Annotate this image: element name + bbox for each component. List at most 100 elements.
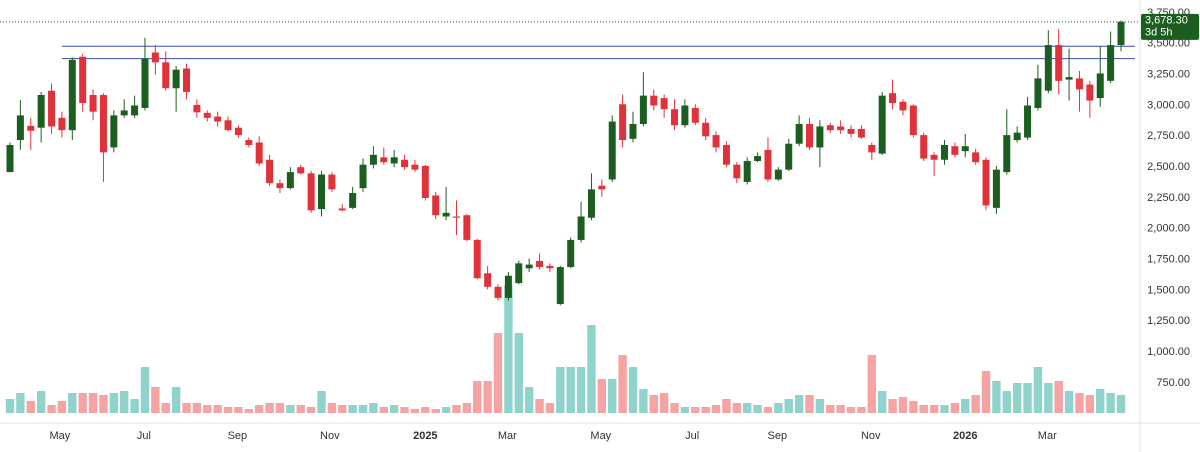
candle-body <box>857 128 865 138</box>
candle-body <box>1044 45 1052 91</box>
volume-bar <box>691 407 700 413</box>
volume-bar <box>26 401 35 413</box>
candle-body <box>6 144 14 173</box>
volume-bar <box>130 399 139 413</box>
volume-bar <box>223 407 233 413</box>
candle-body <box>1107 45 1115 81</box>
candle-body <box>567 239 575 268</box>
volume-bar <box>753 405 762 413</box>
volume-bar <box>151 387 160 413</box>
candle-body <box>608 121 616 180</box>
volume-bar <box>88 393 98 413</box>
candle-body <box>1075 78 1083 90</box>
volume-bar <box>1044 383 1053 413</box>
candle-body <box>286 172 294 189</box>
volume-bar <box>961 399 970 413</box>
candle-body <box>120 110 128 116</box>
volume-bar <box>597 379 607 413</box>
volume-bar <box>389 405 399 413</box>
volume-bar <box>192 403 202 413</box>
y-tick-label: 1,250.00 <box>1147 315 1190 327</box>
candle-body <box>338 208 346 211</box>
volume-bar <box>794 395 804 413</box>
candle-body <box>297 167 305 174</box>
candle-body <box>369 154 377 165</box>
volume-bar <box>462 403 472 413</box>
volume-bar <box>857 407 866 413</box>
candle-body <box>473 239 481 279</box>
volume-bar <box>805 395 814 413</box>
volume-bar <box>493 333 503 413</box>
volume-bar <box>483 381 492 413</box>
candle-body <box>432 195 440 216</box>
candle-body <box>556 267 564 305</box>
candle-body <box>847 128 855 134</box>
volume-bar <box>888 399 897 413</box>
volume-bar <box>566 367 575 413</box>
volume-bar <box>16 393 25 413</box>
candle-body <box>515 263 523 284</box>
y-tick-label: 1,750.00 <box>1147 254 1190 266</box>
y-tick-label: 1,000.00 <box>1147 346 1190 358</box>
candle-body <box>650 95 658 106</box>
volume-bar <box>140 367 150 413</box>
y-tick-label: 750.00 <box>1156 377 1190 389</box>
volume-bar <box>1096 389 1105 413</box>
candle-body <box>99 95 107 153</box>
candle-body <box>37 95 45 128</box>
candle-body <box>183 68 191 92</box>
candle-body <box>452 216 460 218</box>
countdown-label: 3d 5h <box>1145 27 1173 39</box>
candle-body <box>1003 135 1011 173</box>
volume-bar <box>369 403 378 413</box>
volume-bar <box>587 325 596 413</box>
candle-body <box>131 105 139 116</box>
candle-body <box>442 212 450 217</box>
x-tick-label: Jul <box>685 430 699 442</box>
candle-body <box>266 159 274 184</box>
candle-body <box>411 164 419 170</box>
volume-bar <box>234 407 243 413</box>
candle-body <box>1055 45 1063 81</box>
candle-body <box>234 127 242 136</box>
candle-body <box>868 144 876 153</box>
volume-bar <box>940 405 949 413</box>
candle-body <box>826 125 834 131</box>
candle-body <box>972 152 980 163</box>
volume-bar <box>618 355 627 413</box>
volume-bar <box>992 381 1001 413</box>
candle-body <box>722 144 730 165</box>
volume-bar <box>1033 367 1043 413</box>
volume-bar <box>317 391 326 413</box>
volume-bar <box>711 405 721 413</box>
candle-body <box>754 156 762 161</box>
candle-body <box>764 149 772 180</box>
candle-body <box>681 105 689 126</box>
candle-body <box>546 265 554 269</box>
volume-bar <box>504 285 513 413</box>
candle-body <box>712 135 720 148</box>
volume-bar <box>576 367 586 413</box>
volume-bar <box>1075 393 1084 413</box>
y-tick-label: 3,500.00 <box>1147 38 1190 50</box>
volume-bar <box>909 401 918 413</box>
volume-bar <box>1085 395 1095 413</box>
candle-body <box>619 104 627 141</box>
volume-bar <box>379 407 388 413</box>
volume-bar <box>1023 383 1032 413</box>
volume-bar <box>971 395 980 413</box>
volume-bar <box>981 371 991 413</box>
volume-bar <box>254 405 264 413</box>
volume-bar <box>877 391 887 413</box>
last-price-box <box>1141 13 1199 40</box>
candle-body <box>390 157 398 164</box>
candle-body <box>1065 77 1073 80</box>
volume-bar <box>950 403 960 413</box>
candle-body <box>224 120 232 131</box>
volume-bar <box>265 403 274 413</box>
volume-bar <box>535 399 544 413</box>
volume-bar <box>701 407 710 413</box>
volume-bar <box>473 381 482 413</box>
